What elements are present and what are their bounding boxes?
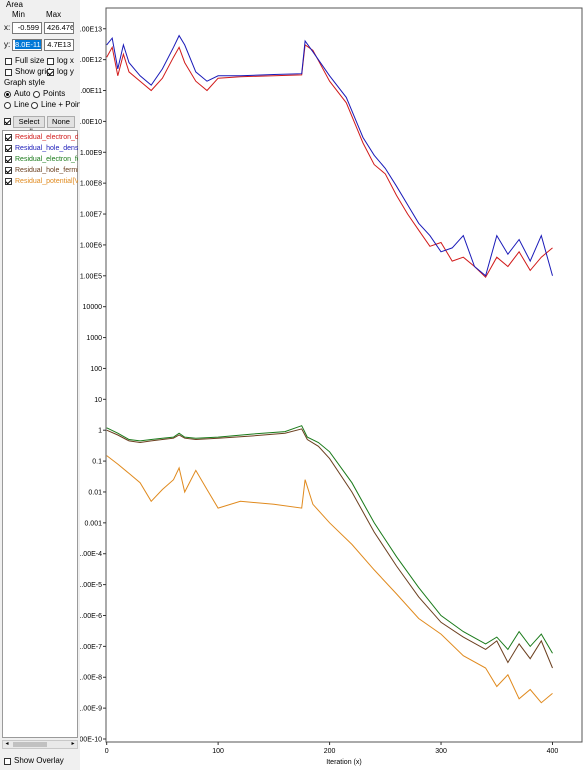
show-grid-checkbox[interactable] [5,69,12,76]
y-tick-label: 1.00E9 [80,150,102,157]
series-label: Residual_electron_ferm [15,156,78,163]
series-item[interactable]: Residual_potential[V] [4,177,78,187]
horizontal-scrollbar[interactable]: ◂ ▸ [2,740,78,749]
style-line-points-radio[interactable] [31,102,38,109]
log-x-label: log x [57,56,74,65]
y-tick-label: 100 [90,366,102,373]
y-tick-label: 1.00E-4 [80,551,102,558]
y-tick-label: 0.001 [84,520,102,527]
show-overlay-label: Show Overlay [14,756,64,765]
series-item[interactable]: Residual_electron_ferm [4,155,78,165]
series-line [106,44,553,279]
x-tick-label: 400 [547,748,559,755]
series-checkbox[interactable] [5,134,12,141]
style-points-radio[interactable] [33,91,40,98]
none-button[interactable]: None [47,116,75,128]
full-size-checkbox[interactable] [5,58,12,65]
log-y-label: log y [57,67,74,76]
min-label: Min [12,10,25,19]
style-auto-label: Auto [14,89,31,98]
series-list: Residual_electron_den Residual_hole_dens… [2,130,78,738]
line-chart[interactable]: 1.00E13 1.00E12 1.00E11 1.00E10 1.00E9 1.00E8… [80,0,588,770]
show-overlay-checkbox[interactable] [4,758,11,765]
series-label: Residual_potential[V] [15,178,78,185]
series-label: Residual_hole_density[ [15,145,78,152]
y-label: y: [4,40,11,49]
style-line-label: Line [14,100,30,109]
y-tick-label: 1.00E13 [80,26,102,33]
y-tick-label: 1.00E-10 [80,737,102,744]
series-checkbox[interactable] [5,178,12,185]
y-max-input[interactable]: 4.7E13 [44,39,74,51]
left-panel: Area Min Max x: -0.599 426.476 y: 8.0E-1… [0,0,87,770]
y-tick-label: 1.00E-8 [80,675,102,682]
series-checkbox[interactable] [5,156,12,163]
series-item[interactable]: Residual_hole_density[ [4,144,78,154]
x-tick-label: 100 [212,748,224,755]
y-tick-label: 1.00E10 [80,119,102,126]
x-label: x: [4,23,11,32]
y-tick-label: 1.00E-6 [80,613,102,620]
y-tick-label: 1000 [86,335,102,342]
log-x-checkbox[interactable] [47,58,54,65]
series-item[interactable]: Residual_hole_fermilev [4,166,78,176]
x-axis-label: Iteration (x) [326,759,361,766]
y-tick-label: 1.00E11 [80,88,102,95]
y-tick-label: 1 [98,428,102,435]
series-label: Residual_hole_fermilev [15,167,78,174]
plot-frame [105,7,583,743]
log-y-checkbox[interactable] [47,69,54,76]
area-title: Area [6,0,23,9]
select-all-button[interactable]: Select all [13,116,45,136]
x-min-input[interactable]: -0.599 [12,22,42,34]
style-line-points-label: Line + Points [41,100,88,109]
series-line [106,425,553,654]
series-checkbox[interactable] [5,167,12,174]
series-line [106,428,553,669]
series-item[interactable]: Residual_electron_den [4,133,78,143]
y-tick-label: 1.00E-9 [80,706,102,713]
series-checkbox[interactable] [5,145,12,152]
style-points-label: Points [43,89,66,98]
style-line-radio[interactable] [4,102,11,109]
series-line [106,34,553,277]
x-max-input[interactable]: 426.476 [44,22,74,34]
show-grid-label: Show grid [15,67,51,76]
scroll-left-icon[interactable]: ◂ [5,741,9,747]
style-auto-radio[interactable] [4,91,11,98]
y-tick-label: 10 [94,397,102,404]
y-tick-label: 0.1 [92,459,102,466]
y-tick-label: 1.00E-5 [80,582,102,589]
max-label: Max [46,10,62,19]
scroll-right-icon[interactable]: ▸ [71,741,75,747]
y-tick-label: 0.01 [88,489,102,496]
y-tick-label: 1.00E6 [80,242,102,249]
series-line [106,455,553,704]
y-tick-label: 1.00E-7 [80,644,102,651]
y-tick-label: 1.00E5 [80,273,102,280]
plot-area[interactable]: 1.00E13 1.00E12 1.00E11 1.00E10 1.00E9 1.00E8… [80,0,588,770]
full-size-label: Full size [15,56,45,65]
x-tick-label: 300 [435,748,447,755]
x-tick-label: 200 [324,748,336,755]
y-tick-label: 1.00E7 [80,212,102,219]
y-tick-label: 1.00E12 [80,57,102,64]
series-label: Residual_electron_den [15,134,78,141]
graph-style-title: Graph style [4,78,45,87]
y-min-input[interactable]: 8.0E-11 [12,39,42,51]
y-tick-label: 10000 [83,304,103,311]
select-all-checkbox[interactable] [4,118,11,125]
x-tick-label: 0 [105,748,109,755]
scroll-thumb[interactable] [13,742,47,747]
y-tick-label: 1.00E8 [80,181,102,188]
